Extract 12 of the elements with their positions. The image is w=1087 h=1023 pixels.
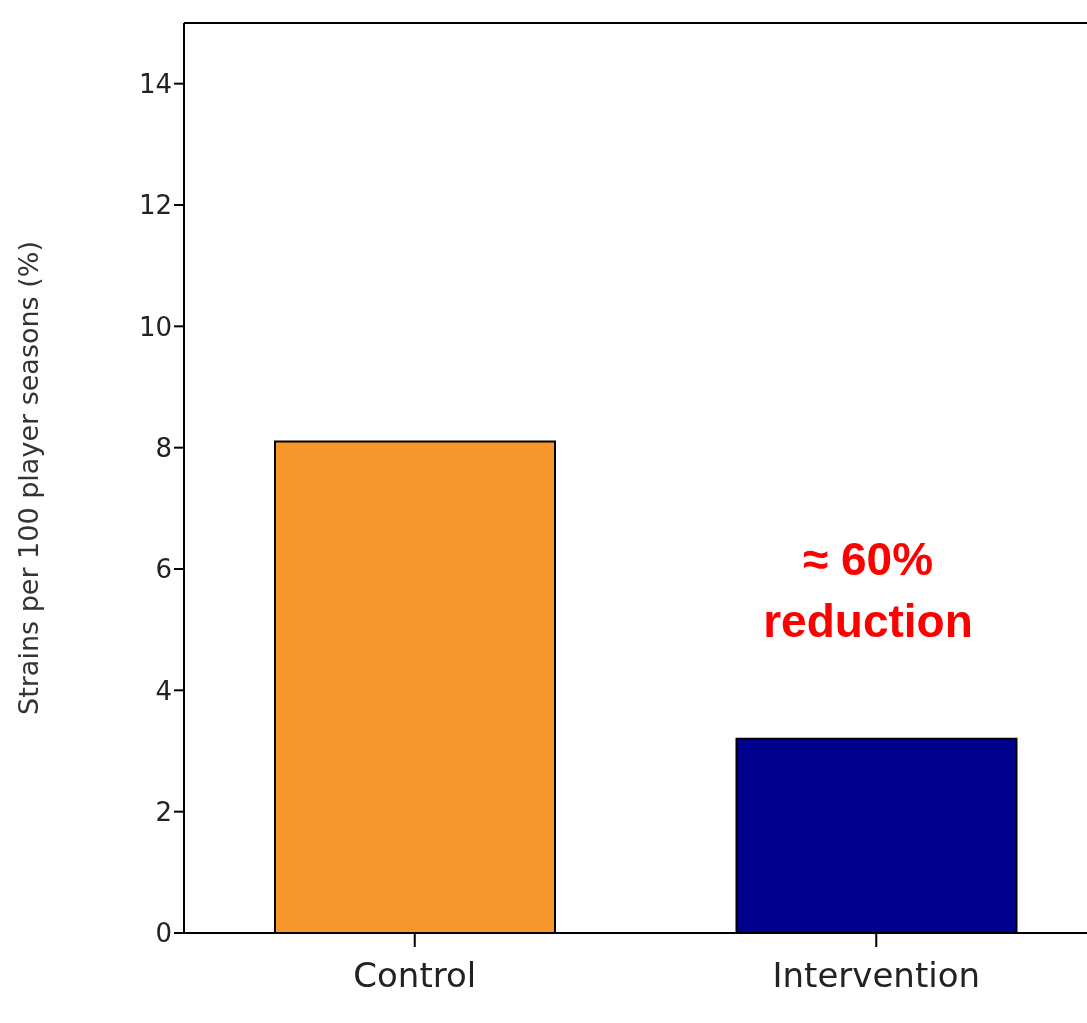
y-tick-label: 0 bbox=[155, 918, 172, 949]
y-tick-label: 10 bbox=[138, 311, 172, 342]
y-tick-label: 6 bbox=[155, 554, 172, 585]
x-tick-label: Control bbox=[353, 955, 477, 996]
y-tick-label: 14 bbox=[138, 68, 172, 99]
y-tick-label: 4 bbox=[155, 675, 172, 706]
y-tick-label: 8 bbox=[155, 432, 172, 463]
y-tick-label: 12 bbox=[138, 190, 172, 221]
y-tick-label: 2 bbox=[155, 796, 172, 827]
y-axis-title: Strains per 100 player seasons (%) bbox=[12, 241, 44, 715]
annotation: ≈ 60% reduction bbox=[762, 532, 974, 649]
x-tick-label: Intervention bbox=[772, 955, 981, 996]
